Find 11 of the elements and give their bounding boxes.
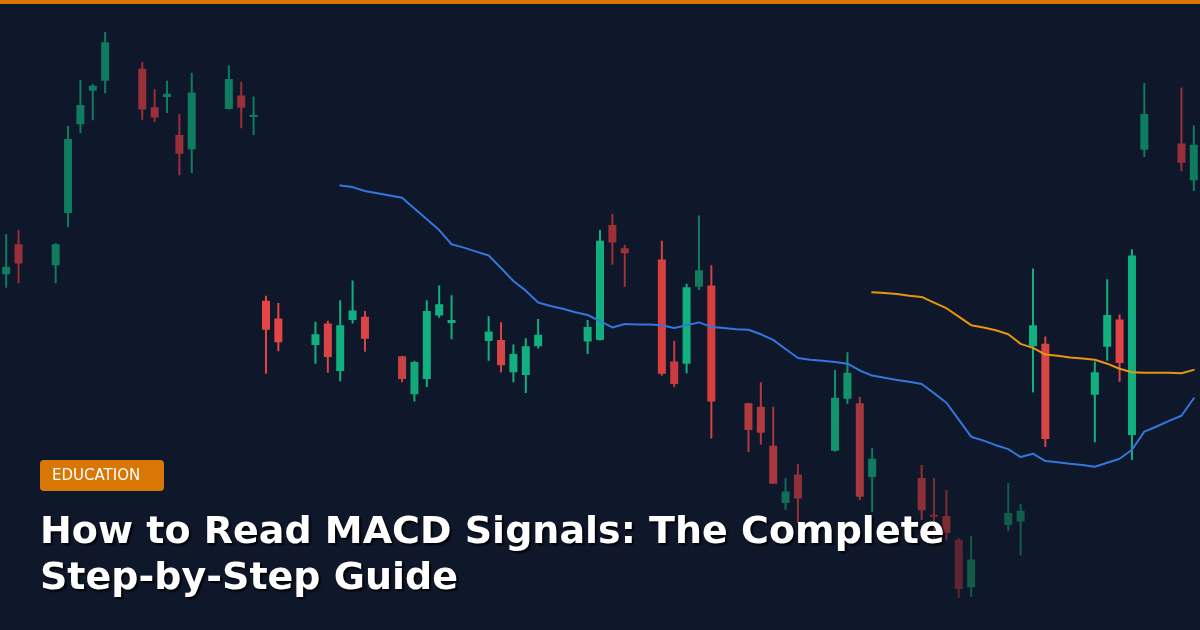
candlestick bbox=[348, 280, 357, 324]
candlestick bbox=[249, 96, 258, 136]
text: How to Read MACD Signals: The Complete Step-by-Step Guide bbox=[40, 507, 946, 599]
candlestick bbox=[1016, 504, 1025, 556]
candlestick bbox=[620, 244, 629, 287]
candlestick bbox=[447, 295, 456, 340]
candlestick bbox=[484, 316, 493, 361]
annotation: EDUCATION bbox=[40, 460, 165, 491]
candlestick bbox=[2, 234, 11, 288]
candlestick bbox=[88, 84, 97, 121]
candlestick bbox=[694, 215, 703, 291]
